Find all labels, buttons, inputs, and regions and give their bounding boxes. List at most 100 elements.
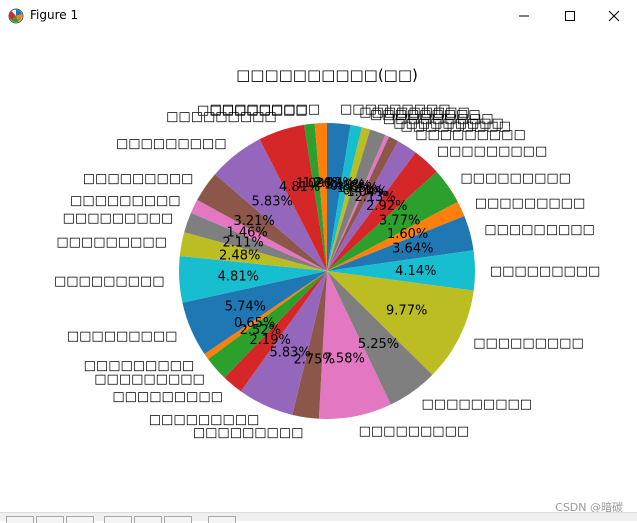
pie-slice <box>190 199 327 271</box>
pie-slice <box>197 174 327 271</box>
chart-title: □□□□□□□□□□(□□) <box>236 66 418 84</box>
pie-slice <box>327 129 386 271</box>
slice-percent-label: 3.64% <box>392 242 433 257</box>
slice-percent-label: 1.04% <box>346 185 387 200</box>
slice-category-label: □□□□□□□□□ <box>422 397 533 412</box>
pie-slice <box>327 152 437 271</box>
slice-percent-label: 4.81% <box>279 180 320 195</box>
slice-category-label: □□□□□□□□□ <box>490 264 601 279</box>
slice-percent-label: 2.52% <box>240 323 281 338</box>
pie-slice <box>224 271 327 392</box>
close-icon <box>608 10 620 21</box>
slice-percent-label: 3.21% <box>233 214 274 229</box>
slice-category-label: □□□□□□□□□ <box>473 336 584 351</box>
pie-slice <box>327 136 399 271</box>
pie-slice <box>179 256 327 303</box>
slice-percent-label: 2.11% <box>222 235 263 250</box>
slice-category-label: □□□□□□□□□ <box>70 193 181 208</box>
pie-chart: □□□□□□□□□□(□□) 2.42%1.19%0.88%1.66%0.41%… <box>54 66 601 441</box>
slice-percent-label: 1.66% <box>337 181 378 196</box>
slice-category-label: □□□□□□□□□ <box>400 119 511 134</box>
pie-slice <box>215 139 327 271</box>
slice-category-label: □□□□□□□□□ <box>94 372 205 387</box>
pie-slice <box>327 124 362 271</box>
slice-category-label: □□□□□□□□□ <box>383 112 494 127</box>
slice-percent-label: 4.14% <box>395 264 436 279</box>
slice-category-label: □□□□□□□□□ <box>84 359 195 374</box>
slice-percent-label: 2.92% <box>366 199 407 214</box>
slice-category-label: □□□□□□□□□ <box>197 103 308 118</box>
slice-category-label: □□□□□□□□□ <box>149 413 260 428</box>
slice-category-label: □□□□□□□□□ <box>193 426 304 441</box>
window-titlebar: Figure 1 <box>0 0 637 32</box>
slice-percent-label: 5.83% <box>252 195 293 210</box>
slice-percent-label: 2.48% <box>219 248 260 263</box>
slice-category-label: □□□□□□□□□ <box>340 102 451 117</box>
slice-category-label: □□□□□□□□□ <box>460 171 571 186</box>
slice-percent-label: 2.75% <box>293 352 334 367</box>
slice-category-label: □□□□□□□□□ <box>210 102 321 117</box>
slice-percent-label: 5.25% <box>358 337 399 352</box>
maximize-button[interactable] <box>547 0 593 31</box>
slice-category-label: □□□□□□□□□ <box>437 144 548 159</box>
minimize-icon <box>519 15 529 16</box>
slice-percent-label: 0.65% <box>234 316 275 331</box>
pie-slice <box>327 127 371 271</box>
slice-percent-label: 0.41% <box>343 183 384 198</box>
pie-slice <box>304 123 327 271</box>
figure-canvas: □□□□□□□□□□(□□) 2.42% 1.19% 0.88% 1.66% 0.41%… <box>0 31 637 512</box>
pie-slice <box>327 201 465 271</box>
pie-slice <box>240 271 327 415</box>
slice-percent-label: 5.74% <box>225 300 266 315</box>
slice-category-label: □□□□□□□□□ <box>359 105 470 120</box>
slice-category-label: □□□□□□□□□ <box>370 108 481 123</box>
pie-slice <box>318 271 391 420</box>
slice-percent-label: 1.26% <box>303 176 344 191</box>
pie-slice <box>314 123 327 271</box>
pie-slice <box>327 141 416 271</box>
close-button[interactable] <box>591 0 637 31</box>
slice-category-label: □□□□□□□□□ <box>166 110 277 125</box>
slice-category-label: □□□□□□□□□ <box>475 196 586 211</box>
pie-slice <box>327 271 433 405</box>
pie-slice <box>292 271 327 419</box>
watermark-text: CSDN @暗碳 <box>555 501 623 514</box>
slice-percent-label: 3.77% <box>379 214 420 229</box>
slice-percent-label: 0.88% <box>330 179 371 194</box>
slice-percent-label: 4.81% <box>218 270 259 285</box>
slice-category-label: □□□□□□□□□ <box>56 235 167 250</box>
maximize-icon <box>565 10 575 21</box>
slice-percent-label: 7.58% <box>324 352 365 367</box>
pie-slice <box>259 124 327 271</box>
slice-category-label: □□□□□□□□□ <box>116 136 227 151</box>
minimize-button[interactable] <box>501 0 547 31</box>
slice-percent-label: 1.60% <box>387 227 428 242</box>
slice-percent-label: 2.42% <box>313 176 354 191</box>
matplotlib-icon <box>8 8 24 24</box>
slice-percent-label: 5.83% <box>269 345 310 360</box>
slice-category-label: □□□□□□□□□ <box>415 128 526 143</box>
slice-category-label: □□□□□□□□□ <box>359 424 470 439</box>
slice-percent-label: 2.13% <box>354 190 395 205</box>
pie-slice <box>327 171 458 271</box>
slice-percent-label: 1.19% <box>324 178 365 193</box>
pie-slice <box>182 271 327 354</box>
window-title: Figure 1 <box>30 8 79 22</box>
slice-category-label: □□□□□□□□□ <box>393 116 504 131</box>
slice-category-label: □□□□□□□□□ <box>67 329 178 344</box>
pie-slice <box>204 271 327 360</box>
slice-category-label: □□□□□□□□□ <box>484 223 595 238</box>
pie-slice <box>184 212 327 271</box>
pie-slice <box>327 216 474 271</box>
slice-category-label: □□□□□□□□□ <box>63 211 174 226</box>
pie-slice <box>327 123 351 271</box>
slice-percent-label: 1.46% <box>226 226 267 241</box>
pie-slice <box>327 135 390 271</box>
pie-slice <box>179 232 327 271</box>
slice-percent-label: 9.77% <box>386 304 427 319</box>
slice-category-label: □□□□□□□□□ <box>54 274 165 289</box>
pie-slice <box>327 250 475 291</box>
pie-slice <box>327 271 474 375</box>
slice-category-label: □□□□□□□□□ <box>83 172 194 187</box>
slice-percent-label: 2.19% <box>250 333 291 348</box>
